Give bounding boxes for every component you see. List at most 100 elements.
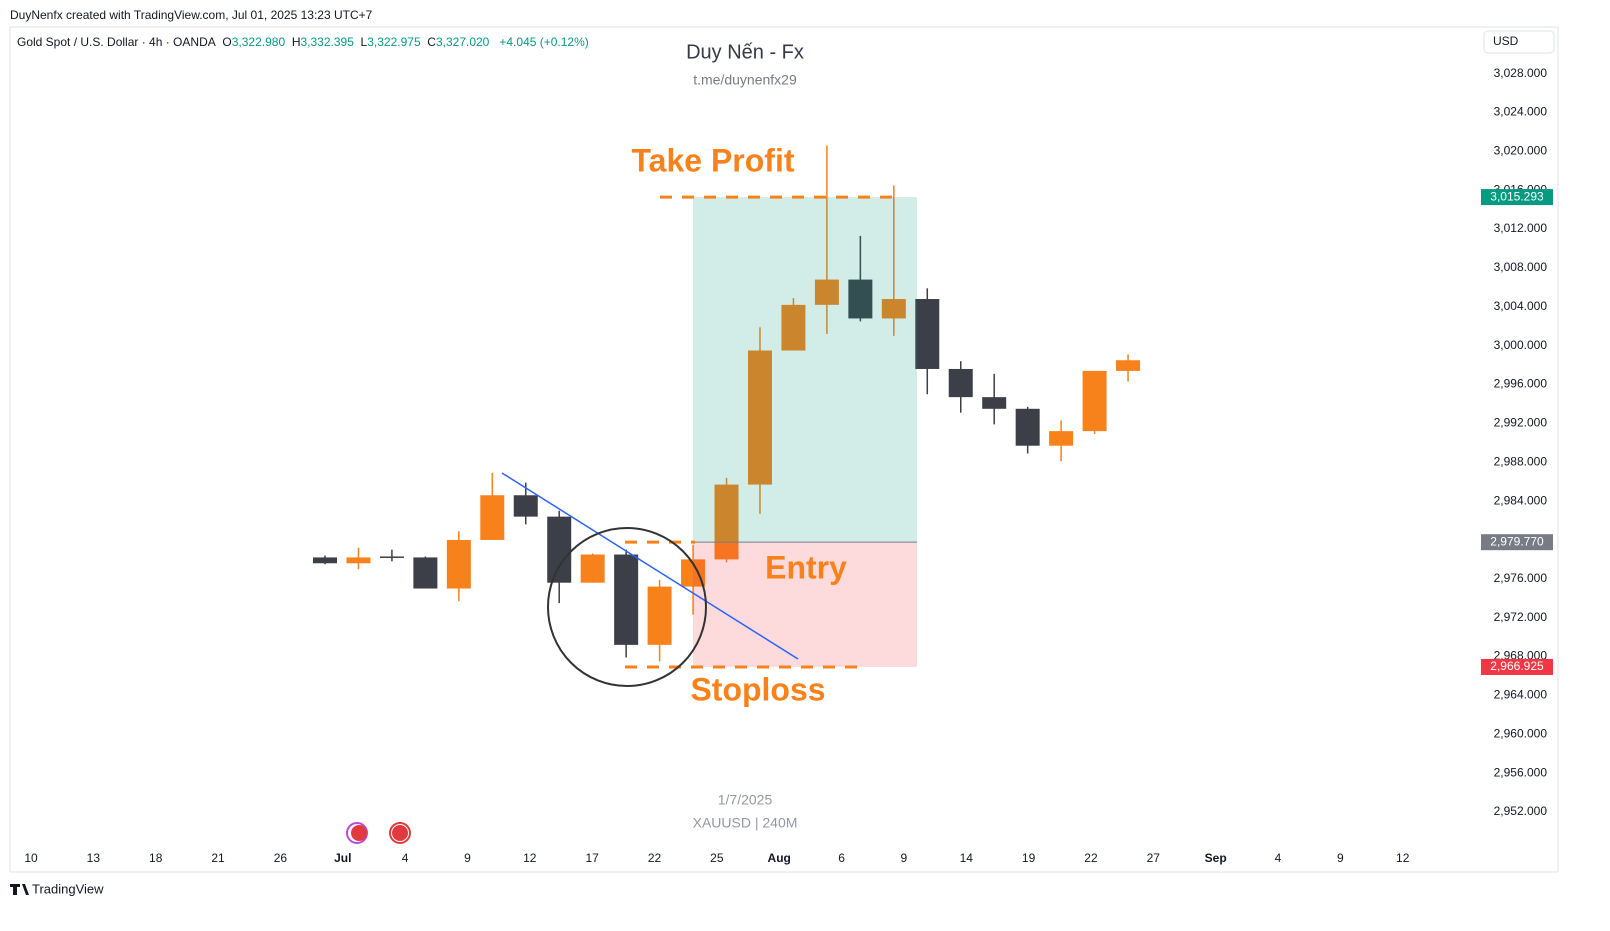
watermark-subtitle: t.me/duynenfx29	[693, 72, 797, 88]
candle-body	[513, 495, 538, 517]
y-tick-label: 2,972.000	[1494, 610, 1548, 624]
candle-body	[747, 350, 772, 485]
x-tick-label: Aug	[768, 851, 791, 865]
y-tick-label: 2,964.000	[1494, 688, 1548, 702]
candle-body	[1049, 431, 1074, 446]
x-tick-label: 21	[211, 851, 225, 865]
x-tick-label: 19	[1022, 851, 1036, 865]
candle-body	[915, 299, 940, 369]
candle-body	[982, 397, 1007, 409]
x-tick-label: 17	[585, 851, 599, 865]
ohlc-value: 3,322.980	[231, 35, 286, 49]
ohlc-key: C	[427, 35, 436, 49]
y-tick-label: 3,000.000	[1494, 338, 1548, 352]
y-tick-label: 2,984.000	[1494, 493, 1548, 507]
y-tick-label: 2,996.000	[1494, 377, 1548, 391]
change: +4.045 (+0.12%)	[499, 35, 589, 49]
y-tick-label: 2,956.000	[1494, 765, 1548, 779]
candle-body	[1015, 408, 1040, 446]
price-tag	[1481, 189, 1553, 206]
circle-drawing	[547, 527, 707, 687]
x-tick-label: 9	[901, 851, 908, 865]
price-tag-label: 2,979.770	[1490, 534, 1544, 548]
x-tick-label: 9	[464, 851, 471, 865]
credit: DuyNenfx created with TradingView.com, J…	[10, 8, 373, 22]
watermark-title: Duy Nến - Fx	[686, 41, 804, 63]
ohlc-value: 3,332.395	[300, 35, 354, 49]
y-tick-label: 3,028.000	[1494, 66, 1548, 80]
candle-body	[313, 557, 337, 564]
symbol: Gold Spot / U.S. Dollar · 4h · OANDA	[17, 35, 216, 49]
candle-body	[781, 304, 806, 351]
y-tick-label: 3,020.000	[1494, 144, 1548, 158]
x-tick-label: 13	[87, 851, 101, 865]
y-tick-label: 2,960.000	[1494, 726, 1548, 740]
x-tick-label: 4	[1275, 851, 1282, 865]
y-tick-label: 2,976.000	[1494, 571, 1548, 585]
ohlc-key: H	[291, 35, 301, 49]
entry-label: Entry	[765, 549, 847, 585]
candle-body	[647, 586, 672, 645]
candle-body	[614, 554, 639, 645]
event-icon-flag	[392, 825, 408, 841]
x-tick-label: 25	[710, 851, 724, 865]
tp-label: Take Profit	[632, 142, 795, 178]
x-tick-label: 12	[523, 851, 537, 865]
candle-body	[346, 557, 371, 564]
chart-frame	[9, 26, 1559, 873]
x-tick-label: 22	[648, 851, 662, 865]
ohlc: O3,322.980 H3,332.395 L3,322.975 C3,327.…	[222, 35, 496, 49]
ohlc-value: 3,327.020	[435, 35, 490, 49]
candle-body	[446, 539, 471, 589]
profit-zone	[693, 197, 917, 543]
x-tick-label: Jul	[334, 851, 351, 865]
price-tag	[1481, 658, 1553, 675]
y-tick-label: 3,012.000	[1494, 221, 1548, 235]
x-tick-label: Sep	[1205, 851, 1227, 865]
x-tick-label: 26	[274, 851, 288, 865]
candle-body	[547, 516, 572, 583]
sl-label: Stoploss	[690, 671, 825, 707]
loss-zone	[693, 542, 917, 667]
candle-body	[848, 279, 873, 319]
event-icon-flag	[351, 825, 367, 841]
y-tick-label: 2,992.000	[1494, 416, 1548, 430]
ohlc-key: L	[360, 35, 368, 49]
ohlc-key: O	[222, 35, 232, 49]
watermark-date: 1/7/2025	[718, 792, 773, 808]
tv-logo	[10, 884, 29, 895]
trendline	[501, 472, 799, 660]
y-tick-label: 3,004.000	[1494, 299, 1548, 313]
x-tick-label: 12	[1396, 851, 1410, 865]
y-tick-label: 2,952.000	[1494, 804, 1548, 818]
candle-body	[379, 556, 404, 558]
candle-body	[948, 368, 973, 398]
candle-body	[1116, 360, 1141, 371]
x-tick-label: 10	[24, 851, 38, 865]
price-tag	[1481, 534, 1553, 551]
x-tick-label: 6	[838, 851, 845, 865]
candle-body	[413, 557, 438, 589]
y-tick-label: 3,024.000	[1494, 105, 1548, 119]
y-tick-label: 3,008.000	[1494, 260, 1548, 274]
currency: USD	[1493, 34, 1519, 48]
footer: TradingView	[32, 881, 104, 896]
x-tick-label: 27	[1147, 851, 1161, 865]
candle-body	[1082, 370, 1107, 432]
x-tick-label: 18	[149, 851, 163, 865]
candle-body	[814, 279, 839, 305]
candle-body	[580, 554, 605, 583]
watermark-symbol: XAUUSD | 240M	[693, 815, 798, 831]
x-tick-label: 9	[1337, 851, 1344, 865]
x-tick-label: 4	[402, 851, 409, 865]
price-tag-label: 3,015.293	[1490, 189, 1544, 203]
ohlc-value: 3,322.975	[367, 35, 421, 49]
currency-button[interactable]	[1483, 30, 1555, 54]
x-tick-label: 14	[960, 851, 974, 865]
x-tick-label: 22	[1084, 851, 1098, 865]
y-tick-label: 2,988.000	[1494, 454, 1548, 468]
candle-body	[480, 495, 505, 540]
candle-body	[714, 484, 739, 560]
symbol-bar: Gold Spot / U.S. Dollar · 4h · OANDA O3,…	[17, 35, 589, 49]
